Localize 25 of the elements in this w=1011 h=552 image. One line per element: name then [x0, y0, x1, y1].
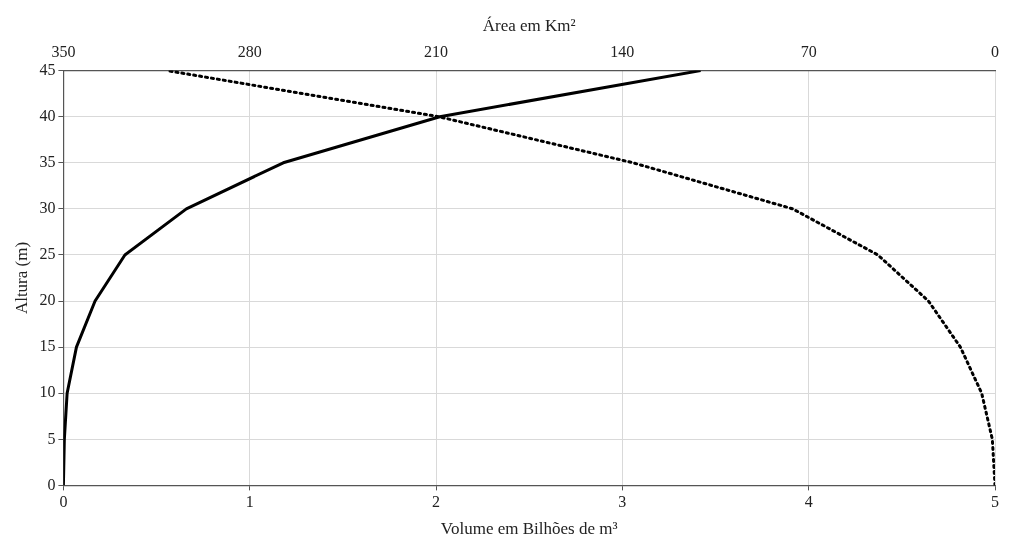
- y-tick-label: 25: [39, 245, 56, 263]
- y-tick-label: 45: [39, 60, 56, 78]
- y-tick-label: 15: [39, 337, 56, 355]
- x2-tick-label: 0: [991, 43, 999, 61]
- x2-tick-label: 210: [424, 43, 449, 61]
- y-tick-label: 30: [39, 199, 56, 217]
- y-tick-label: 0: [47, 475, 56, 493]
- y-tick-label: 35: [39, 152, 56, 170]
- x2-tick-label: 70: [800, 43, 817, 61]
- x-tick-label: 3: [618, 493, 627, 511]
- x-axis-title: Volume em Bilhões de m³: [440, 519, 618, 539]
- y-tick-label: 20: [39, 291, 56, 309]
- y-tick-label: 10: [39, 383, 56, 401]
- x2-axis-title: Área em Km²: [482, 15, 576, 35]
- x2-tick-label: 350: [51, 43, 76, 61]
- x-tick-label: 5: [991, 493, 999, 511]
- x2-tick-label: 280: [237, 43, 262, 61]
- y-tick-label: 40: [39, 106, 56, 124]
- x-tick-label: 1: [245, 493, 254, 511]
- x-tick-label: 4: [804, 493, 813, 511]
- x-tick-label: 0: [59, 493, 68, 511]
- y-axis-title: Altura (m): [11, 241, 31, 315]
- x-tick-label: 2: [432, 493, 441, 511]
- y-tick-label: 5: [47, 429, 56, 447]
- x2-tick-label: 140: [610, 43, 635, 61]
